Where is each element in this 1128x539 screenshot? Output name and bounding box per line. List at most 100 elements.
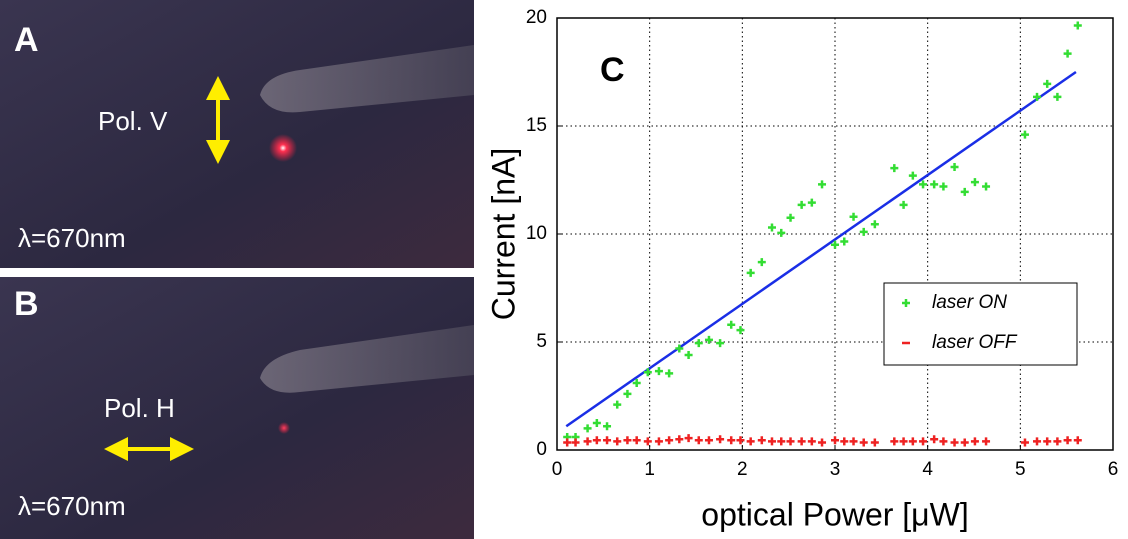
marker bbox=[675, 344, 684, 353]
marker bbox=[592, 419, 601, 427]
photo-a: A Pol. V λ=670nm bbox=[0, 0, 474, 268]
marker bbox=[982, 182, 991, 191]
y-tick-label: 10 bbox=[526, 223, 547, 244]
plot-frame bbox=[556, 17, 1114, 451]
marker bbox=[716, 435, 725, 444]
x-tick-label: 6 bbox=[1108, 459, 1119, 480]
marker bbox=[1020, 438, 1029, 447]
marker bbox=[950, 163, 959, 172]
marker bbox=[563, 438, 572, 447]
marker bbox=[831, 436, 839, 445]
wavelength: λ=670nm bbox=[18, 223, 126, 253]
marker bbox=[767, 437, 776, 446]
marker bbox=[632, 436, 641, 445]
marker bbox=[684, 350, 693, 359]
marker bbox=[1033, 92, 1042, 101]
marker bbox=[643, 368, 652, 377]
marker bbox=[840, 437, 849, 446]
marker bbox=[930, 435, 939, 444]
marker bbox=[797, 437, 806, 446]
marker bbox=[736, 436, 745, 445]
marker bbox=[684, 434, 693, 443]
marker bbox=[899, 437, 908, 446]
marker bbox=[767, 223, 776, 232]
marker bbox=[970, 178, 979, 187]
marker bbox=[818, 180, 827, 189]
x-tick-label: 3 bbox=[830, 459, 841, 480]
marker bbox=[970, 437, 979, 446]
panel-label: C bbox=[600, 51, 625, 89]
y-tick-label: 5 bbox=[536, 331, 547, 352]
x-axis-label: optical Power [μW] bbox=[701, 496, 968, 532]
marker bbox=[704, 335, 713, 344]
x-tick-label: 0 bbox=[552, 459, 563, 480]
marker bbox=[583, 424, 592, 433]
marker bbox=[757, 258, 766, 267]
marker bbox=[859, 227, 868, 236]
marker bbox=[1043, 79, 1052, 88]
marker bbox=[807, 437, 816, 446]
marker bbox=[694, 436, 703, 445]
panel-label: A bbox=[14, 21, 39, 59]
marker bbox=[859, 438, 868, 447]
marker bbox=[603, 422, 612, 431]
marker bbox=[1063, 49, 1072, 58]
marker bbox=[908, 171, 917, 180]
marker bbox=[746, 268, 755, 277]
x-tick-label: 4 bbox=[922, 459, 933, 480]
marker bbox=[899, 200, 908, 209]
marker bbox=[623, 436, 632, 445]
marker bbox=[818, 438, 827, 447]
marker bbox=[746, 437, 755, 446]
marker bbox=[890, 437, 899, 446]
marker bbox=[1033, 437, 1042, 446]
marker bbox=[777, 228, 786, 237]
x-tick-label: 2 bbox=[737, 459, 748, 480]
marker bbox=[786, 213, 795, 222]
marker bbox=[870, 220, 879, 229]
y-axis-label: Current [nA] bbox=[485, 148, 521, 321]
x-tick-label: 1 bbox=[644, 459, 655, 480]
marker bbox=[960, 438, 969, 447]
marker bbox=[623, 389, 632, 398]
marker bbox=[840, 237, 849, 246]
polarization: Pol. V bbox=[98, 106, 168, 136]
marker bbox=[736, 326, 745, 335]
y-tick-label: 15 bbox=[526, 115, 547, 136]
marker bbox=[870, 438, 879, 447]
marker bbox=[727, 436, 736, 445]
marker bbox=[571, 438, 580, 447]
marker bbox=[727, 320, 736, 329]
marker bbox=[849, 212, 858, 221]
marker bbox=[694, 339, 703, 348]
marker bbox=[930, 180, 939, 189]
marker bbox=[704, 436, 713, 445]
marker bbox=[1053, 437, 1062, 446]
marker bbox=[831, 240, 839, 249]
legend-label: laser OFF bbox=[932, 332, 1018, 353]
marker bbox=[919, 437, 928, 446]
marker bbox=[982, 437, 991, 446]
marker bbox=[665, 369, 674, 378]
marker bbox=[1043, 437, 1052, 446]
legend-label: laser ON bbox=[932, 292, 1007, 313]
marker bbox=[1073, 21, 1082, 30]
marker bbox=[786, 437, 795, 446]
marker bbox=[675, 435, 684, 444]
polarization: Pol. H bbox=[104, 393, 175, 423]
y-tick-label: 0 bbox=[536, 439, 547, 460]
marker bbox=[939, 437, 948, 446]
legend-marker bbox=[902, 299, 910, 307]
marker bbox=[919, 180, 928, 189]
marker bbox=[950, 438, 959, 447]
marker bbox=[960, 187, 969, 196]
marker bbox=[757, 436, 766, 445]
legend-box bbox=[883, 282, 1078, 366]
marker bbox=[797, 200, 806, 209]
marker bbox=[654, 437, 663, 446]
marker bbox=[807, 198, 816, 207]
marker bbox=[777, 437, 786, 446]
fit-line bbox=[565, 70, 1077, 428]
